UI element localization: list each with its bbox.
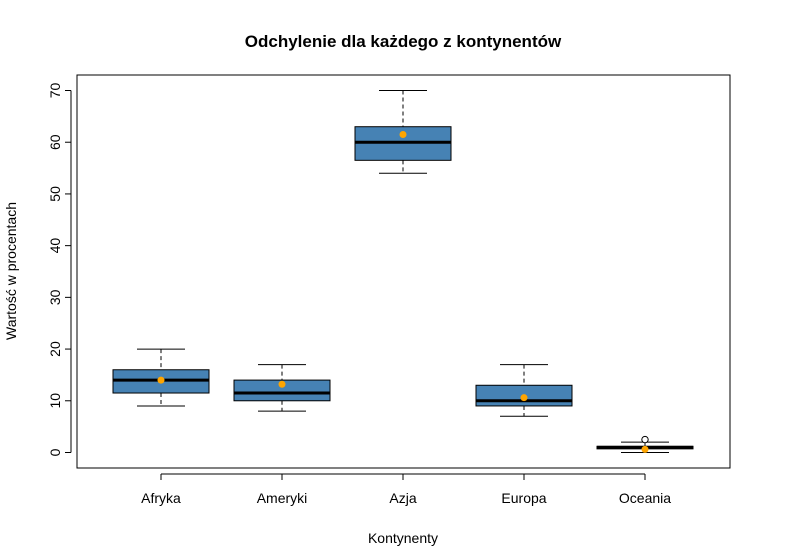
mean-point (399, 130, 407, 138)
outlier-point (641, 435, 649, 444)
mean-point (641, 445, 649, 453)
x-axis-label: Kontynenty (368, 530, 438, 546)
boxes-group (112, 90, 694, 453)
mean-point (278, 380, 286, 388)
x-axis: Afryka Ameryki Azja Europa Oceania (141, 473, 671, 506)
box-azja (354, 90, 452, 174)
y-tick-label: 60 (47, 134, 63, 150)
mean-point (520, 394, 528, 402)
x-tick-label: Azja (389, 490, 416, 506)
iqr-box (233, 379, 331, 402)
box-afryka (112, 348, 210, 407)
mean-point (157, 376, 165, 384)
box-europa (475, 364, 573, 417)
y-axis-label: Wartość w procentach (3, 202, 19, 340)
box-ameryki (233, 364, 331, 412)
box-oceania (596, 435, 694, 453)
y-tick-label: 50 (47, 186, 63, 202)
y-axis: 0 10 20 30 40 50 60 70 (47, 83, 72, 456)
x-tick-label: Afryka (141, 490, 181, 506)
plot-area-frame (76, 74, 731, 469)
y-tick-label: 30 (47, 289, 63, 305)
y-tick-label: 0 (47, 448, 63, 456)
y-tick-label: 20 (47, 341, 63, 357)
x-tick-label: Ameryki (257, 490, 308, 506)
y-tick-label: 10 (47, 393, 63, 409)
chart-title: Odchylenie dla każdego z kontynentów (245, 32, 562, 51)
y-tick-label: 40 (47, 238, 63, 254)
x-tick-label: Oceania (619, 490, 671, 506)
x-tick-label: Europa (501, 490, 546, 506)
y-tick-label: 70 (47, 83, 63, 99)
